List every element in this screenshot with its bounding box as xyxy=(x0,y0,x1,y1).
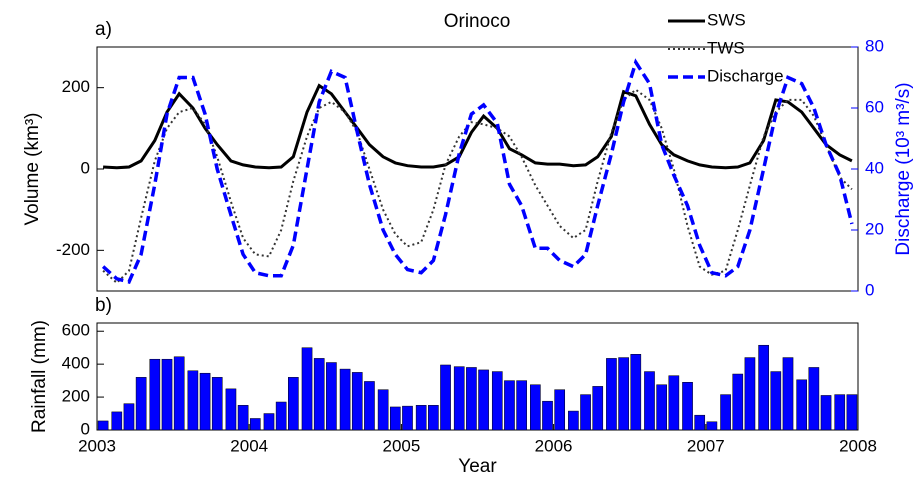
y-tick-label: -200 xyxy=(56,240,90,259)
bar xyxy=(301,347,313,431)
bar xyxy=(630,354,642,431)
bar xyxy=(846,394,858,431)
bar xyxy=(199,372,211,431)
x-axis-label: Year xyxy=(458,456,497,477)
panel-label: b) xyxy=(95,295,112,316)
y-axis-label: Rainfall (mm) xyxy=(29,320,50,433)
bar xyxy=(618,357,629,431)
bar xyxy=(415,405,427,431)
x-tick-label: 2004 xyxy=(230,436,268,455)
y-tick-label: 0 xyxy=(81,419,90,438)
bar xyxy=(288,377,299,431)
bar xyxy=(568,410,579,431)
bar xyxy=(111,411,123,431)
bar xyxy=(491,371,503,431)
bar xyxy=(263,413,275,431)
bar xyxy=(606,358,617,431)
y2-tick-label: 80 xyxy=(865,36,884,55)
bar xyxy=(744,357,756,431)
bar xyxy=(377,389,389,431)
bar xyxy=(313,358,325,431)
x-tick-label: 2006 xyxy=(535,436,573,455)
bar xyxy=(161,358,173,431)
chart-title: Orinoco xyxy=(444,11,511,32)
bar xyxy=(97,420,109,431)
x-tick-label: 2003 xyxy=(78,436,116,455)
bar xyxy=(796,379,808,431)
bar xyxy=(428,405,439,431)
y-tick-label: 0 xyxy=(81,158,90,177)
bar xyxy=(820,395,832,431)
bar xyxy=(656,384,667,431)
bar xyxy=(149,358,161,431)
bar xyxy=(478,369,489,431)
y-axis-label: Volume (km³) xyxy=(22,113,43,226)
bar xyxy=(389,406,401,431)
bar xyxy=(554,389,566,431)
bar xyxy=(211,377,223,431)
bar xyxy=(770,371,782,431)
bar xyxy=(516,380,527,431)
y2-tick-label: 20 xyxy=(865,219,884,238)
bar xyxy=(402,405,413,431)
x-tick-label: 2008 xyxy=(839,436,877,455)
y2-tick-label: 60 xyxy=(865,97,884,116)
y-tick-label: 600 xyxy=(62,321,90,340)
y-tick-label: 200 xyxy=(62,77,90,96)
bar xyxy=(694,414,706,431)
bar xyxy=(644,371,655,431)
x-tick-label: 2007 xyxy=(687,436,725,455)
bar xyxy=(682,382,693,431)
bar xyxy=(249,418,261,431)
y2-tick-label: 40 xyxy=(865,158,884,177)
bar xyxy=(782,357,794,431)
y2-axis-label: Discharge (10³ m³/s) xyxy=(893,82,914,255)
bar xyxy=(758,344,769,431)
bar xyxy=(225,388,237,431)
legend-label: SWS xyxy=(707,10,746,29)
bar xyxy=(135,377,147,431)
plot-frame xyxy=(96,322,859,431)
bar xyxy=(339,368,351,431)
bar xyxy=(351,372,363,431)
bar xyxy=(440,364,451,431)
bar xyxy=(720,394,731,431)
bar xyxy=(466,367,477,431)
bar xyxy=(530,384,541,431)
x-tick-label: 2005 xyxy=(382,436,420,455)
series-line xyxy=(102,88,853,285)
series-line xyxy=(101,58,854,284)
bar xyxy=(504,380,515,431)
bar xyxy=(732,373,744,431)
bar xyxy=(187,370,199,431)
series-line xyxy=(103,83,853,170)
bar xyxy=(364,381,375,431)
bar xyxy=(275,401,287,431)
panel-label: a) xyxy=(95,19,112,40)
bar xyxy=(834,394,846,431)
legend-label: Discharge xyxy=(707,66,784,85)
y2-tick-label: 0 xyxy=(865,280,874,299)
bar xyxy=(173,356,185,431)
legend-label: TWS xyxy=(707,38,745,57)
bar xyxy=(237,405,249,431)
bar xyxy=(706,421,718,431)
bar xyxy=(542,400,553,431)
bar xyxy=(123,403,135,431)
y-tick-label: 400 xyxy=(62,354,90,373)
y-tick-label: 200 xyxy=(62,387,90,406)
bar xyxy=(592,386,604,431)
bar xyxy=(580,394,591,431)
bar xyxy=(668,375,680,431)
bar xyxy=(453,366,465,431)
bar xyxy=(808,367,820,431)
bar xyxy=(326,362,337,431)
